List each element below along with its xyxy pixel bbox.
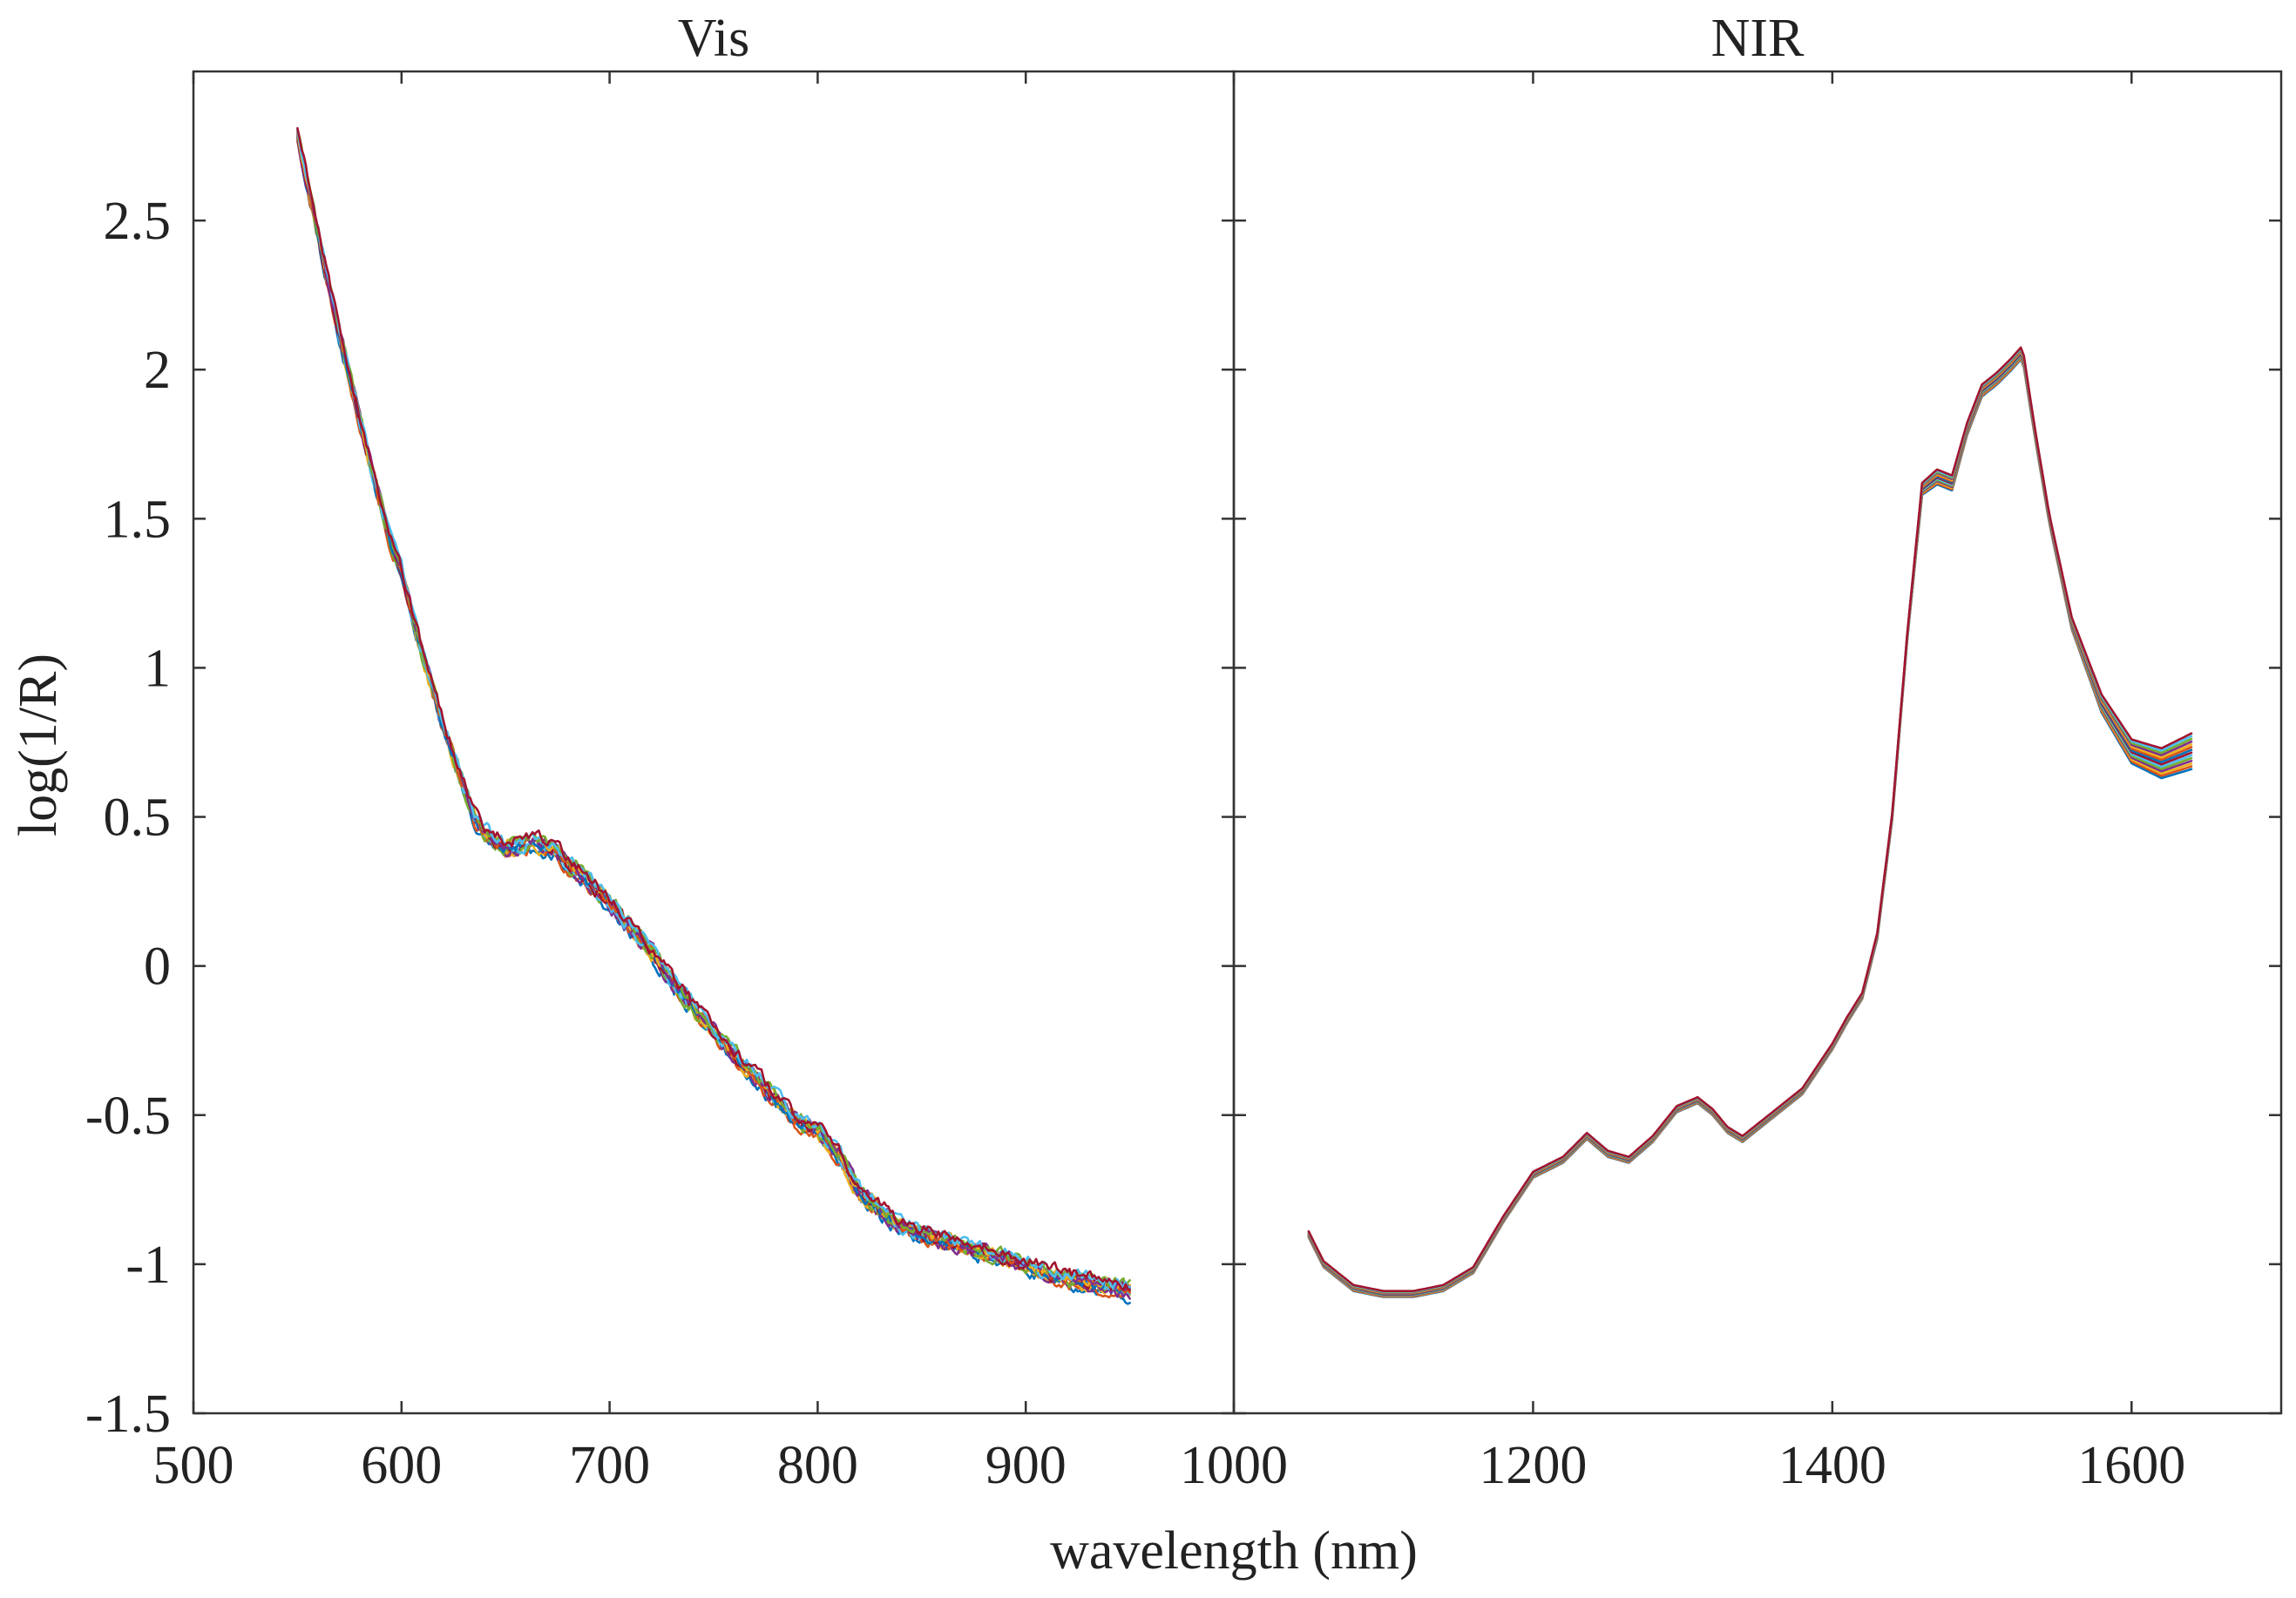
- series-line-vis-11: [296, 130, 1131, 1291]
- series-line-vis-13: [296, 128, 1131, 1290]
- y-tick-label: -1.5: [85, 1385, 171, 1444]
- series-line-vis-9: [296, 132, 1131, 1294]
- y-tick-label: 1: [144, 639, 171, 698]
- series-line-vis-1: [296, 140, 1131, 1305]
- y-tick-label: 1.5: [104, 490, 172, 549]
- series-line-nir-9: [1307, 350, 2193, 1295]
- x-tick-label: 900: [985, 1436, 1067, 1495]
- series-line-vis-3: [296, 139, 1131, 1297]
- y-tick-label: 2: [144, 341, 171, 400]
- panel-title-nir: NIR: [1711, 9, 1805, 68]
- x-tick-label: 1400: [1778, 1436, 1886, 1495]
- series-line-nir-7: [1307, 352, 2193, 1296]
- series-layer: [296, 126, 2193, 1305]
- frame-layer: [192, 70, 2283, 1415]
- series-line-vis-7: [296, 134, 1131, 1291]
- y-axis-label: log(1/R): [9, 653, 68, 836]
- series-line-nir-11: [1307, 349, 2193, 1294]
- series-line-nir-10: [1307, 349, 2193, 1295]
- x-tick-label: 600: [361, 1436, 442, 1495]
- panel-title-vis: Vis: [678, 9, 749, 68]
- series-line-nir-2: [1307, 357, 2193, 1298]
- series-line-vis-10: [296, 131, 1131, 1290]
- y-tick-label: -0.5: [85, 1087, 171, 1146]
- series-line-nir-12: [1307, 348, 2193, 1293]
- x-tick-label: 1200: [1479, 1436, 1587, 1495]
- plot-frame-vis: [192, 70, 1236, 1415]
- series-line-vis-14: [296, 126, 1131, 1291]
- y-tick-label: -1: [125, 1236, 171, 1295]
- series-line-nir-3: [1307, 356, 2193, 1297]
- series-line-vis-8: [296, 133, 1131, 1294]
- series-line-nir-1: [1307, 358, 2193, 1298]
- series-line-nir-8: [1307, 351, 2193, 1296]
- x-tick-label: 1600: [2077, 1436, 2185, 1495]
- x-axis-label: wavelength (nm): [1050, 1521, 1418, 1581]
- y-tick-label: 2.5: [104, 192, 172, 251]
- x-tick-label: 1000: [1180, 1436, 1288, 1495]
- series-line-nir-6: [1307, 353, 2193, 1297]
- text-layer: 500 600 700 800 900 1000 Vis 1200 1400 1600 NIR -1.…: [9, 9, 2185, 1581]
- y-tick-label: 0: [144, 938, 171, 997]
- y-tick-label: 0.5: [104, 789, 172, 848]
- series-line-vis-2: [296, 139, 1131, 1299]
- series-line-vis-12: [296, 129, 1131, 1288]
- series-line-nir-4: [1307, 355, 2193, 1297]
- series-line-vis-6: [296, 135, 1131, 1296]
- series-line-vis-4: [296, 137, 1131, 1300]
- series-line-nir-5: [1307, 354, 2193, 1297]
- series-line-vis-5: [296, 136, 1131, 1294]
- plot-frame-nir: [1232, 70, 2283, 1415]
- series-line-nir-14: [1307, 346, 2193, 1292]
- series-line-nir-13: [1307, 347, 2193, 1293]
- x-tick-label: 700: [569, 1436, 650, 1495]
- x-tick-label: 800: [777, 1436, 858, 1495]
- x-tick-label: 500: [153, 1436, 234, 1495]
